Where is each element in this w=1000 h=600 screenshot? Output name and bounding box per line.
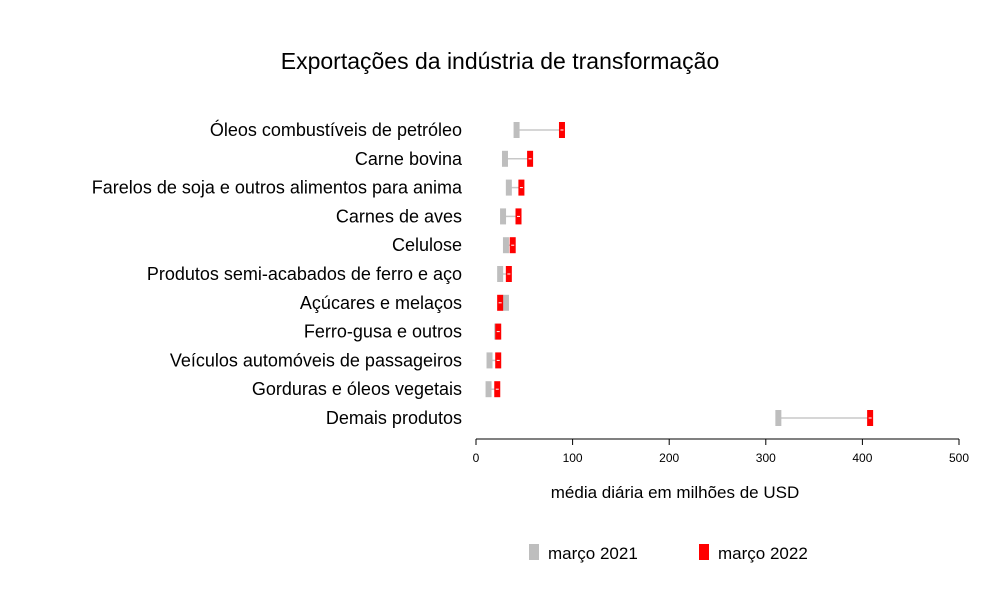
x-tick-label: 200 bbox=[659, 451, 679, 465]
legend-label: março 2021 bbox=[548, 544, 638, 563]
category-label: Carne bovina bbox=[355, 149, 463, 169]
x-axis: 0 100 200 300 400 500 bbox=[473, 438, 969, 465]
category-label: Farelos de soja e outros alimentos para … bbox=[92, 178, 463, 198]
x-tick-label: 300 bbox=[756, 451, 776, 465]
category-labels: Óleos combustíveis de petróleo Carne bovi… bbox=[92, 119, 463, 428]
x-tick-label: 100 bbox=[563, 451, 583, 465]
category-label: Celulose bbox=[392, 235, 462, 255]
category-label: Produtos semi-acabados de ferro e aço bbox=[147, 264, 462, 284]
marker-2021 bbox=[513, 122, 520, 138]
marker-2021 bbox=[500, 208, 507, 225]
marker-2021 bbox=[497, 266, 504, 282]
category-label: Óleos combustíveis de petróleo bbox=[210, 119, 462, 140]
marker-2021 bbox=[505, 179, 512, 196]
x-axis-title: média diária em milhões de USD bbox=[551, 483, 800, 502]
dumbbell-segments bbox=[488, 129, 871, 419]
category-label: Carnes de aves bbox=[336, 206, 462, 226]
x-tick-label: 500 bbox=[949, 451, 969, 465]
legend-swatch bbox=[699, 544, 709, 560]
chart-title: Exportações da indústria de transformaçã… bbox=[281, 48, 720, 74]
marker-2021 bbox=[502, 237, 509, 254]
category-label: Ferro-gusa e outros bbox=[304, 322, 462, 342]
marker-2021 bbox=[486, 352, 493, 369]
category-label: Açúcares e melaços bbox=[300, 293, 462, 313]
legend-label: março 2022 bbox=[718, 544, 808, 563]
marker-2021 bbox=[501, 150, 508, 167]
legend-swatch bbox=[529, 544, 539, 560]
x-tick-label: 0 bbox=[473, 451, 480, 465]
x-tick-label: 400 bbox=[852, 451, 872, 465]
category-label: Gorduras e óleos vegetais bbox=[252, 379, 462, 399]
category-label: Demais produtos bbox=[326, 408, 462, 428]
marker-2021 bbox=[502, 294, 509, 311]
marker-2021 bbox=[485, 381, 492, 398]
marker-2021 bbox=[775, 410, 782, 426]
data-markers bbox=[485, 122, 874, 426]
category-label: Veículos automóveis de passageiros bbox=[170, 350, 462, 370]
legend: março 2021 março 2022 bbox=[529, 544, 808, 563]
